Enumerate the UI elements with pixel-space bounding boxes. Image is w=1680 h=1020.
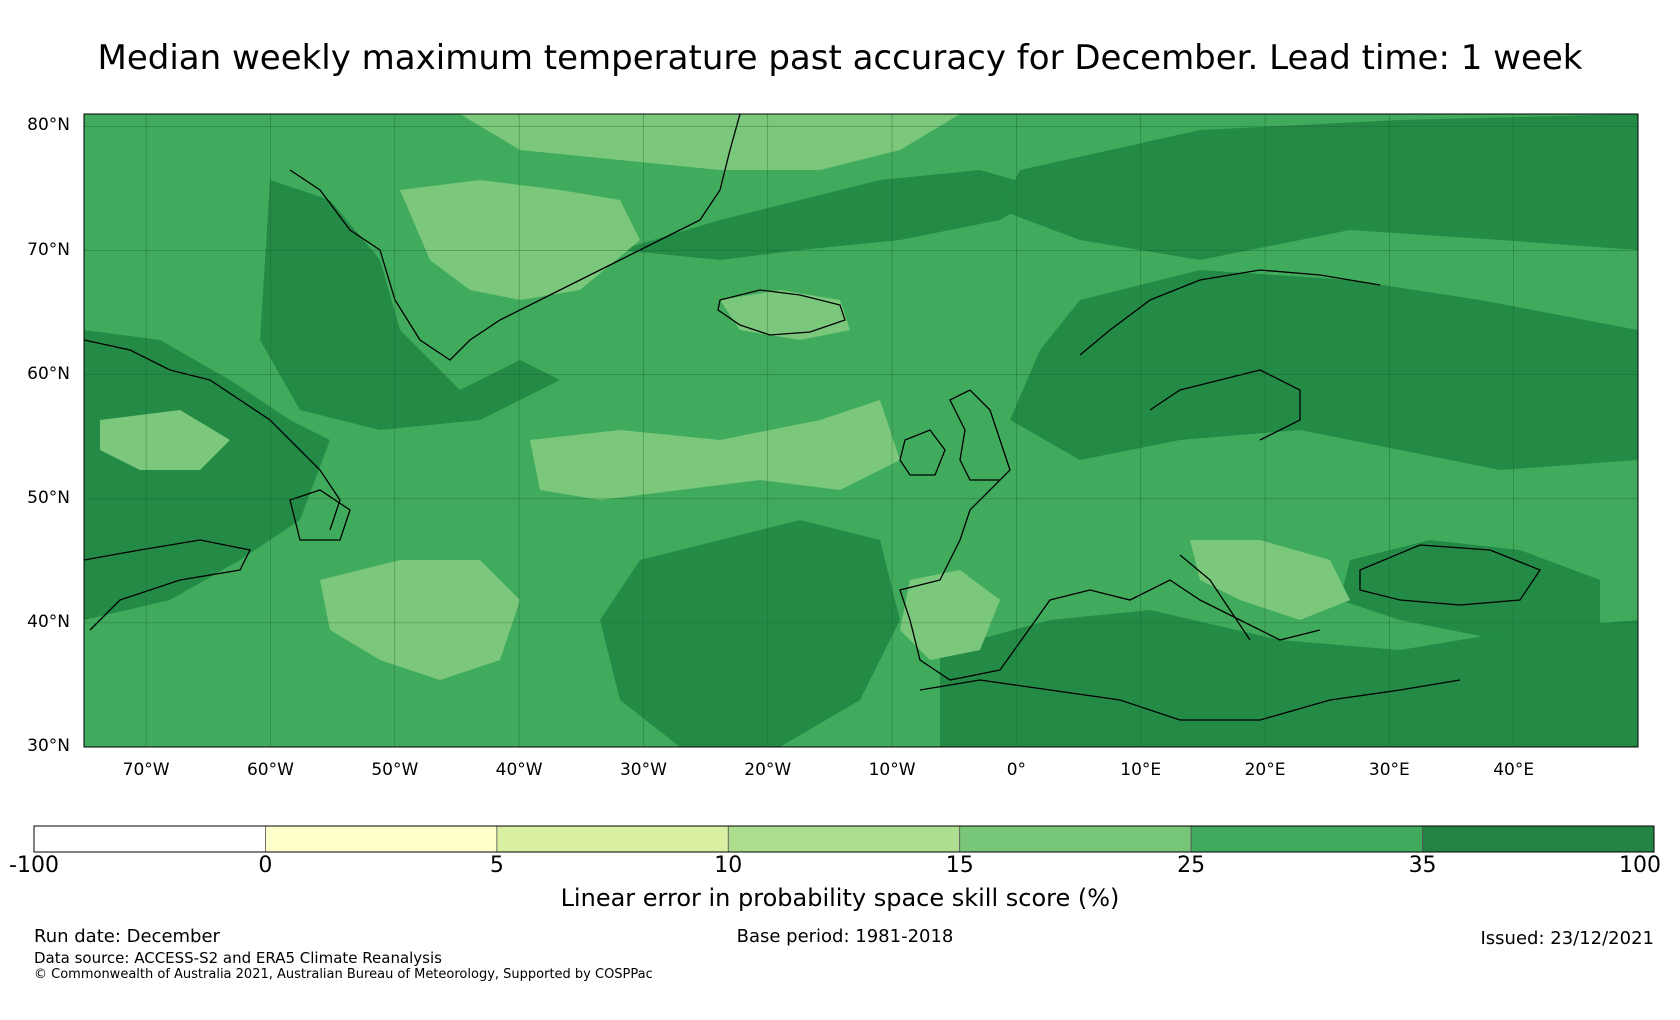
region-sw-atlantic-light	[100, 410, 230, 470]
lon-label: 30°E	[1368, 760, 1410, 780]
region-arctic-east-dark	[1000, 114, 1638, 260]
colorbar-swatch	[959, 825, 1192, 853]
lon-label: 30°W	[619, 760, 667, 780]
colorbar-swatch	[33, 825, 266, 853]
colorbar-swatch	[265, 825, 498, 853]
colorbar-tick-label: 10	[714, 853, 743, 878]
region-iberia-light	[900, 570, 1000, 660]
lat-label: 40°N	[27, 611, 70, 632]
region-atlantic-sw-light	[320, 560, 520, 680]
colorbar-swatch	[1190, 825, 1423, 853]
colorbar-tick-label: 35	[1408, 853, 1437, 878]
colorbar-tick-label: -100	[9, 853, 59, 878]
coast-britain	[949, 389, 1011, 481]
region-atlantic-mid-light	[530, 400, 900, 500]
region-norway-sea-dark	[620, 170, 1050, 260]
lon-label: 20°E	[1244, 760, 1286, 780]
lat-label: 70°N	[27, 239, 70, 260]
lon-label: 20°W	[744, 760, 792, 780]
lon-label: 40°W	[495, 760, 543, 780]
lon-label: 10°E	[1120, 760, 1162, 780]
issued-date: Issued: 23/12/2021	[1480, 928, 1654, 949]
graticule	[84, 114, 1638, 747]
lat-label: 50°N	[27, 487, 70, 508]
lon-label: 60°W	[246, 760, 294, 780]
coast-ireland	[899, 429, 946, 476]
base-period: Base period: 1981-2018	[736, 926, 954, 947]
colorbar-tick-label: 100	[1619, 853, 1661, 878]
coast-europe-west	[899, 479, 1001, 681]
colorbar-frame	[33, 825, 1655, 853]
skill-regions	[84, 114, 1638, 747]
coast-norway	[1079, 269, 1381, 356]
lat-label: 30°N	[27, 736, 70, 756]
coastlines	[84, 114, 1541, 721]
region-greenland-light	[400, 180, 640, 300]
colorbar-tick-label: 15	[945, 853, 974, 878]
lon-label: 50°W	[371, 760, 419, 780]
coast-blacksea	[1359, 544, 1541, 606]
lon-label: 70°W	[122, 760, 170, 780]
run-date: Run date: December	[34, 926, 220, 947]
colorbar	[33, 825, 1655, 853]
region-africa-dark	[940, 610, 1638, 747]
colorbar-swatch	[1422, 825, 1655, 853]
colorbar-swatch	[727, 825, 961, 853]
coast-baltic	[1149, 369, 1301, 441]
colorbar-tick-label: 5	[489, 853, 504, 878]
lon-label: 40°E	[1493, 760, 1535, 780]
region-balkans-light	[1190, 540, 1350, 620]
lon-label: 10°W	[868, 760, 916, 780]
region-iceland-light	[720, 290, 850, 340]
colorbar-tick-label: 0	[258, 853, 273, 878]
region-atlantic-south-dark	[600, 520, 900, 747]
coast-italy	[1179, 554, 1251, 641]
coast-north-africa	[919, 679, 1461, 721]
coast-greenland	[289, 114, 741, 361]
region-blacksea-dark	[1340, 540, 1600, 640]
colorbar-swatch	[496, 825, 729, 853]
region-fennoscandia-dark	[1010, 270, 1638, 470]
colorbar-tick-label: 25	[1177, 853, 1206, 878]
coast-labrador	[84, 339, 341, 531]
region-baffin-dark	[260, 180, 560, 430]
coast-mediterranean	[999, 579, 1321, 671]
coast-iceland	[717, 289, 846, 336]
data-source: Data source: ACCESS-S2 and ERA5 Climate …	[34, 949, 442, 967]
copyright: © Commonwealth of Australia 2021, Austra…	[34, 967, 653, 982]
coast-nova-scotia	[84, 539, 251, 631]
lat-label: 60°N	[27, 363, 70, 384]
chart-title: Median weekly maximum temperature past a…	[97, 38, 1583, 78]
map-frame	[83, 113, 1639, 748]
colorbar-title: Linear error in probability space skill …	[560, 884, 1120, 912]
region-labrador-dark	[84, 330, 330, 620]
lat-label: 80°N	[27, 115, 70, 136]
coast-newfoundland	[289, 489, 351, 541]
lon-label: 0°	[1006, 760, 1027, 780]
region-arctic-light	[460, 114, 960, 170]
